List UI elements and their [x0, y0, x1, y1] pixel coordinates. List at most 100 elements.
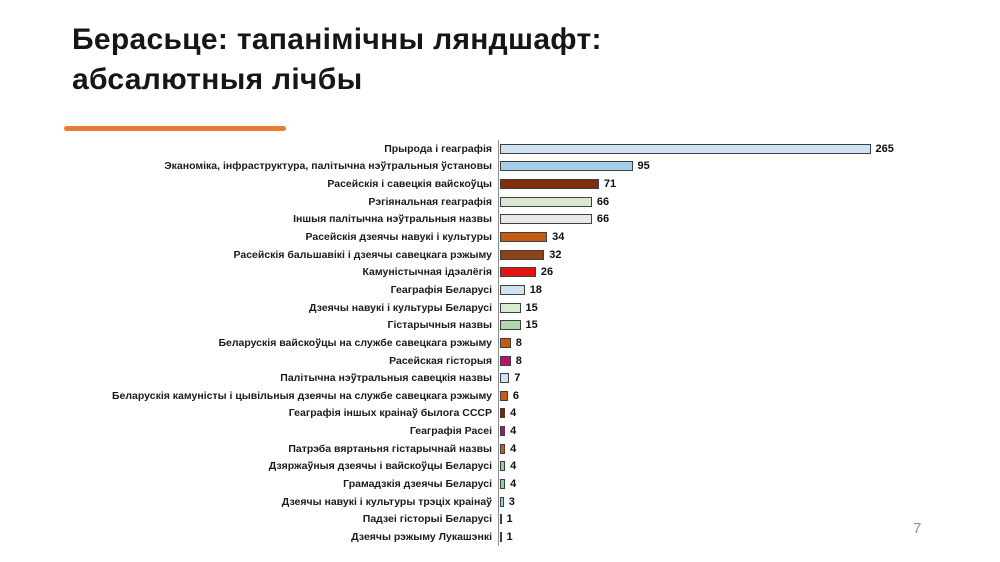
- bar-chart: Прырода і геаграфія 265 Эканоміка, інфраст…: [60, 140, 980, 546]
- chart-row: Геаграфія Расеі 4: [60, 422, 980, 440]
- category-label: Расейскія і савецкія вайскоўцы: [327, 178, 492, 191]
- bar-area: 66: [498, 210, 610, 229]
- value-label: 8: [515, 354, 522, 367]
- value-label: 95: [637, 160, 650, 173]
- value-label: 4: [510, 425, 517, 438]
- value-label: 4: [510, 460, 517, 473]
- category-label: Дзеячы навукі і культуры Беларусі: [309, 301, 492, 314]
- bar: [499, 196, 592, 207]
- chart-row: Геаграфія Беларусі 18: [60, 281, 980, 299]
- category-label: Расейскія дзеячы навукі і культуры: [305, 231, 493, 244]
- value-label: 265: [875, 142, 894, 155]
- category-label: Дзяржаўныя дзеячы і вайскоўцы Беларусі: [268, 460, 492, 473]
- bar-area: 34: [498, 228, 564, 246]
- page-title-line1: Берасьце: тапанімічны ляндшафт:: [72, 23, 602, 56]
- category-label: Беларускія камуністы і цывільныя дзеячы …: [111, 389, 492, 402]
- value-label: 3: [508, 495, 515, 508]
- chart-row: Геаграфія іншых краінаў былога СССР 4: [60, 404, 980, 423]
- chart-rows: Прырода і геаграфія 265 Эканоміка, інфраст…: [60, 140, 980, 546]
- page-title-line2: абсалютныя лічбы: [72, 62, 363, 96]
- bar: [499, 443, 506, 454]
- value-label: 18: [529, 283, 542, 296]
- chart-row: Падзеі гісторыі Беларусі 1: [60, 510, 980, 529]
- value-label: 6: [512, 389, 520, 402]
- bar-area: 26: [498, 263, 554, 282]
- chart-row: Іншыя палітычна нэўтральныя назвы 66: [60, 210, 980, 229]
- value-label: 26: [540, 266, 554, 279]
- chart-row: Эканоміка, інфраструктура, палітычна нэў…: [60, 157, 980, 176]
- bar-area: 15: [498, 316, 538, 335]
- value-label: 66: [596, 195, 610, 208]
- category-label: Рэгіянальная геаграфія: [368, 195, 492, 208]
- value-label: 66: [596, 213, 610, 226]
- value-label: 8: [515, 336, 522, 349]
- bar: [499, 143, 871, 154]
- bar-area: 6: [498, 386, 520, 405]
- value-label: 34: [552, 231, 565, 244]
- bar-area: 8: [498, 351, 522, 370]
- chart-row: Беларускія вайскоўцы на службе савецкага…: [60, 334, 980, 352]
- bar: [499, 514, 502, 525]
- category-label: Геаграфія Расеі: [409, 425, 492, 438]
- value-label: 7: [514, 372, 521, 385]
- chart-row: Прырода і геаграфія 265: [60, 140, 980, 158]
- bar-area: 265: [498, 140, 894, 158]
- page-number: 7: [913, 520, 922, 537]
- category-label: Геаграфія Беларусі: [390, 283, 492, 296]
- bar-area: 4: [498, 439, 516, 458]
- bar-area: 66: [498, 192, 610, 211]
- category-label: Дзеячы навукі і культуры трэціх краінаў: [281, 495, 492, 508]
- value-label: 15: [525, 301, 538, 314]
- bar-area: 32: [498, 245, 562, 264]
- bar: [499, 496, 504, 507]
- value-label: 32: [549, 248, 562, 261]
- category-label: Дзеячы рэжыму Лукашэнкі: [351, 530, 492, 543]
- bar: [499, 284, 525, 295]
- category-label: Гістарычныя назвы: [387, 319, 492, 332]
- bar: [499, 214, 592, 225]
- bar-area: 4: [498, 457, 517, 476]
- bar: [499, 320, 521, 331]
- category-label: Палітычна нэўтральныя савецкія назвы: [280, 372, 492, 385]
- value-label: 1: [506, 513, 513, 526]
- chart-row: Расейскія і савецкія вайскоўцы 71: [60, 175, 980, 193]
- bar: [499, 161, 633, 172]
- bar-area: 8: [498, 334, 522, 352]
- category-label: Эканоміка, інфраструктура, палітычна нэў…: [164, 160, 492, 173]
- bar: [499, 426, 506, 437]
- bar: [499, 531, 502, 542]
- bar: [499, 267, 536, 278]
- chart-row: Дзяржаўныя дзеячы і вайскоўцы Беларусі 4: [60, 457, 980, 476]
- chart-row: Расейская гісторыя 8: [60, 351, 980, 370]
- bar: [499, 179, 599, 190]
- chart-row: Патрэба вяртаньня гістарычнай назвы 4: [60, 439, 980, 458]
- page-title: Берасьце: тапанімічны ляндшафт: абсалютн…: [72, 20, 602, 99]
- category-label: Патрэба вяртаньня гістарычнай назвы: [288, 442, 492, 455]
- category-label: Іншыя палітычна нэўтральныя назвы: [293, 213, 492, 226]
- category-label: Расейскія бальшавікі і дзеячы савецкага …: [233, 248, 492, 261]
- category-label: Грамадзкія дзеячы Беларусі: [343, 477, 492, 490]
- value-label: 4: [510, 407, 517, 420]
- chart-row: Расейскія дзеячы навукі і культуры 34: [60, 228, 980, 246]
- value-label: 71: [603, 178, 617, 191]
- value-label: 1: [506, 530, 513, 543]
- category-label: Прырода і геаграфія: [384, 142, 492, 155]
- bar-area: 95: [498, 157, 650, 176]
- bar-area: 15: [498, 298, 538, 317]
- bar: [499, 390, 508, 401]
- category-label: Падзеі гісторыі Беларусі: [362, 513, 492, 526]
- bar-area: 7: [498, 369, 520, 387]
- category-label: Беларускія вайскоўцы на службе савецкага…: [218, 336, 492, 349]
- title-accent-underline: [64, 126, 286, 131]
- bar: [499, 478, 506, 489]
- bar-area: 4: [498, 422, 516, 440]
- category-label: Расейская гісторыя: [389, 354, 492, 367]
- bar-area: 18: [498, 281, 542, 299]
- chart-row: Гістарычныя назвы 15: [60, 316, 980, 335]
- bar: [499, 232, 548, 243]
- bar-area: 71: [498, 175, 616, 193]
- category-label: Геаграфія іншых краінаў былога СССР: [288, 407, 492, 420]
- bar: [499, 408, 506, 419]
- bar: [499, 249, 545, 260]
- bar-area: 3: [498, 492, 515, 511]
